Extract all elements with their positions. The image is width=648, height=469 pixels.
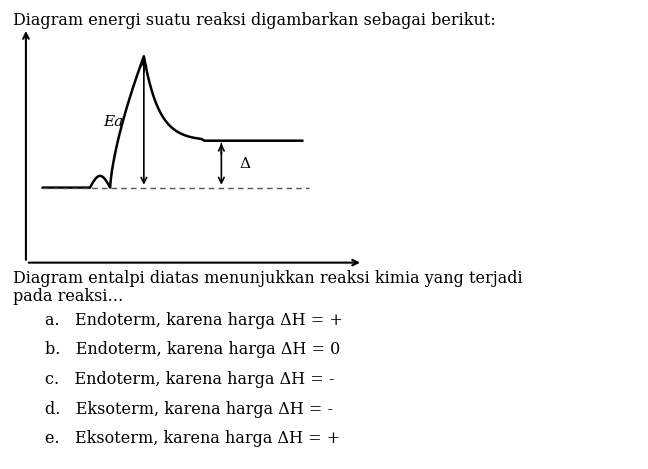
Text: Ea: Ea: [104, 115, 124, 129]
Text: Diagram entalpi diatas menunjukkan reaksi kimia yang terjadi: Diagram entalpi diatas menunjukkan reaks…: [13, 270, 522, 287]
Text: a.   Endoterm, karena harga ΔH = +: a. Endoterm, karena harga ΔH = +: [45, 312, 343, 329]
Text: b.   Endoterm, karena harga ΔH = 0: b. Endoterm, karena harga ΔH = 0: [45, 341, 341, 358]
Text: Δ: Δ: [240, 157, 250, 171]
Text: c.   Endoterm, karena harga ΔH = -: c. Endoterm, karena harga ΔH = -: [45, 371, 335, 388]
Text: pada reaksi…: pada reaksi…: [13, 288, 123, 305]
Text: e.   Eksoterm, karena harga ΔH = +: e. Eksoterm, karena harga ΔH = +: [45, 430, 341, 447]
Text: d.   Eksoterm, karena harga ΔH = -: d. Eksoterm, karena harga ΔH = -: [45, 401, 333, 417]
Text: Diagram energi suatu reaksi digambarkan sebagai berikut:: Diagram energi suatu reaksi digambarkan …: [13, 12, 496, 29]
